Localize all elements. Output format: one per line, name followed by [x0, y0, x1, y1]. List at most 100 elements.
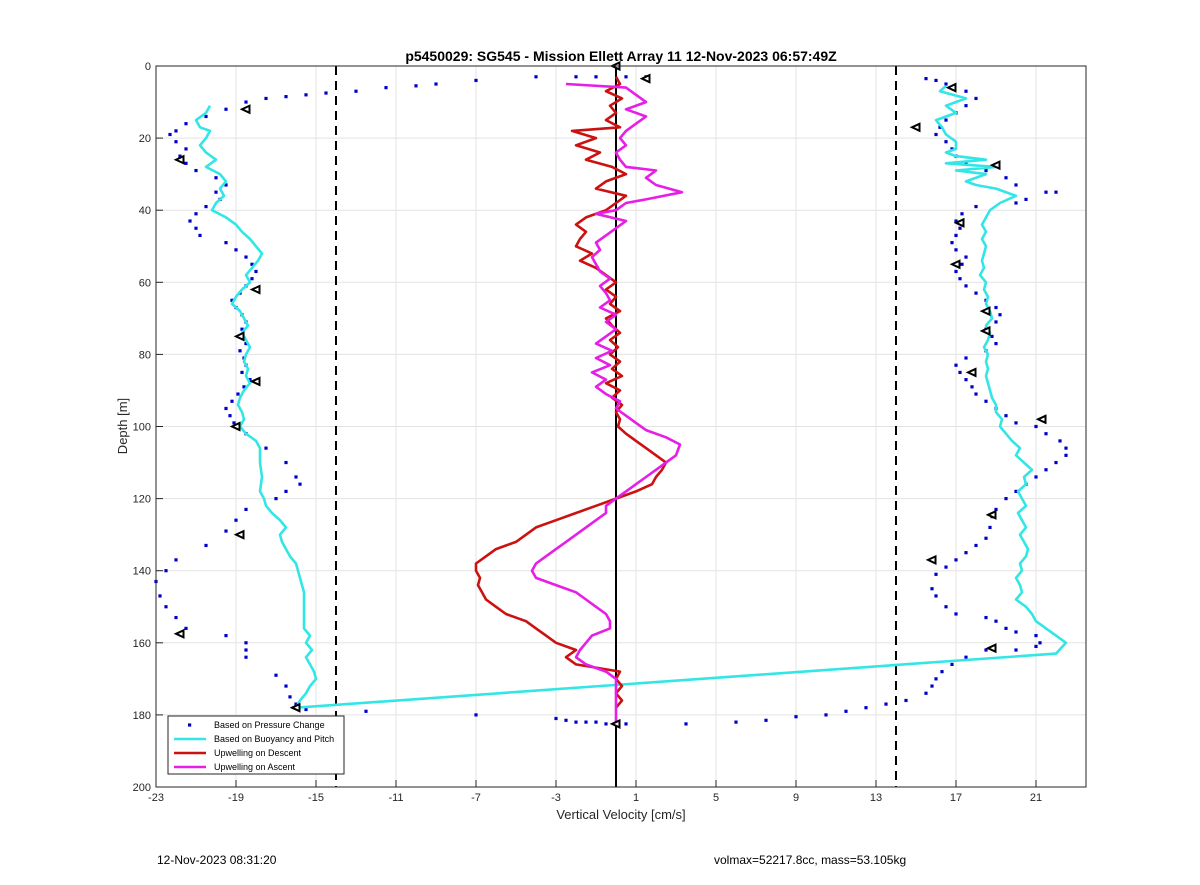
data-point: [194, 212, 198, 216]
x-tick-label: 1: [633, 792, 639, 804]
data-point: [304, 707, 308, 712]
data-point: [950, 662, 954, 667]
tick-labels: -23 -19 -15 -11 -7 -3 1 5 9 13 17 21 0 20 40 60 80 100 120…: [133, 61, 1042, 804]
data-point: [574, 75, 578, 79]
data-point: [158, 594, 162, 598]
y-tick-label: 140: [133, 566, 151, 578]
data-point: [204, 204, 208, 209]
marker-point: [639, 73, 651, 84]
chart-title: p5450029: SG545 - Mission Ellett Array 1…: [405, 48, 837, 64]
x-tick-label: 17: [950, 792, 962, 804]
y-tick-label: 200: [133, 782, 151, 794]
data-point: [1044, 190, 1048, 194]
data-point: [384, 86, 388, 90]
data-point: [274, 673, 278, 677]
legend-entry: Based on Buoyancy and Pitch: [214, 734, 334, 744]
x-tick-label: 13: [870, 792, 882, 804]
data-point: [284, 684, 288, 688]
data-point: [228, 414, 232, 418]
data-point: [584, 720, 588, 724]
data-point: [250, 277, 254, 281]
data-point: [1004, 176, 1008, 180]
marker-point: [609, 718, 621, 729]
data-point: [244, 648, 248, 652]
data-point: [904, 698, 908, 703]
data-point: [184, 147, 188, 151]
data-point: [1054, 460, 1058, 465]
x-tick-label: -23: [148, 792, 164, 804]
marker-point: [289, 702, 301, 713]
data-point: [214, 176, 218, 180]
data-point: [1054, 190, 1058, 194]
data-point: [964, 284, 968, 288]
data-point: [284, 95, 288, 99]
data-point: [994, 320, 998, 324]
data-point: [934, 78, 938, 83]
data-point: [924, 691, 928, 695]
marker-point: [953, 217, 965, 228]
data-point: [984, 615, 988, 620]
data-point: [204, 114, 208, 119]
data-point: [944, 118, 948, 122]
data-point: [994, 305, 998, 310]
data-point: [234, 518, 238, 522]
y-tick-label: 100: [133, 422, 151, 434]
data-point: [974, 392, 978, 396]
data-point: [184, 122, 188, 126]
data-point: [248, 378, 252, 382]
series-line: [474, 76, 668, 709]
y-tick-label: 80: [139, 349, 151, 361]
data-point: [824, 713, 828, 717]
data-point: [434, 82, 438, 86]
y-tick-label: 180: [133, 710, 151, 722]
data-point: [240, 370, 244, 375]
y-tick-label: 120: [133, 494, 151, 506]
marker-point: [233, 331, 245, 342]
data-point: [274, 497, 278, 501]
x-tick-label: 9: [793, 792, 799, 804]
data-point: [764, 718, 768, 722]
data-point: [994, 619, 998, 623]
data-point: [1014, 421, 1018, 425]
plot-area: -23 -19 -15 -11 -7 -3 1 5 9 13 17 21 0 20 40 60 80 100 120…: [133, 60, 1087, 804]
data-point: [244, 641, 248, 645]
marker-point: [985, 643, 997, 654]
data-point: [204, 543, 208, 548]
marker-point: [173, 628, 185, 639]
data-point: [284, 460, 288, 465]
data-point: [1044, 468, 1048, 472]
data-point: [174, 140, 178, 144]
data-point: [944, 140, 948, 144]
data-point: [974, 96, 978, 101]
data-point: [294, 702, 298, 706]
data-point: [938, 125, 942, 129]
data-point: [960, 212, 964, 216]
data-point: [178, 154, 182, 158]
data-point: [954, 612, 958, 616]
data-point: [954, 233, 958, 238]
data-point: [294, 475, 298, 479]
data-point: [964, 356, 968, 360]
data-point: [188, 219, 192, 223]
data-point: [934, 572, 938, 576]
data-point: [944, 605, 948, 609]
data-point: [954, 269, 958, 274]
marker-point: [239, 104, 251, 115]
data-point: [990, 334, 994, 338]
data-point: [1004, 497, 1008, 501]
data-point: [1058, 439, 1062, 443]
marker-point: [1035, 414, 1047, 425]
data-point: [954, 363, 958, 367]
legend-entry: Upwelling on Ascent: [214, 762, 296, 772]
data-point: [244, 255, 248, 259]
x-tick-label: 21: [1030, 792, 1042, 804]
data-point: [184, 161, 188, 165]
data-point: [224, 406, 228, 411]
data-point: [934, 594, 938, 598]
data-point: [974, 204, 978, 209]
data-point: [354, 89, 358, 93]
data-point: [244, 507, 248, 512]
series-1: [194, 84, 1068, 709]
data-point: [244, 100, 248, 104]
